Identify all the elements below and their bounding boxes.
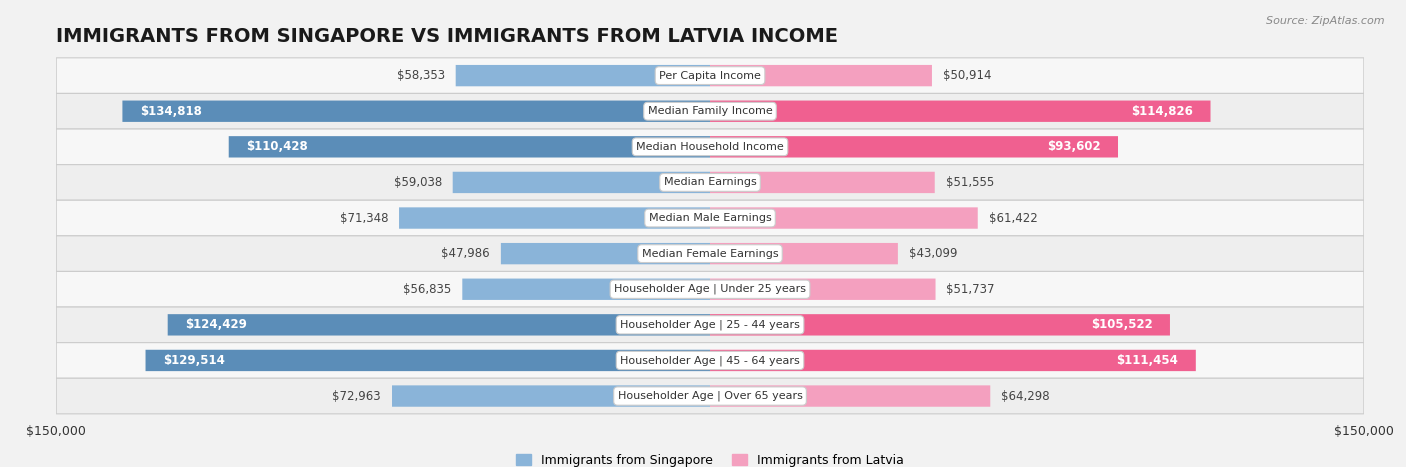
Legend: Immigrants from Singapore, Immigrants from Latvia: Immigrants from Singapore, Immigrants fr…: [516, 454, 904, 467]
FancyBboxPatch shape: [122, 100, 710, 122]
Text: $105,522: $105,522: [1091, 318, 1153, 332]
FancyBboxPatch shape: [710, 65, 932, 86]
FancyBboxPatch shape: [56, 165, 1364, 200]
Text: Median Household Income: Median Household Income: [636, 142, 785, 152]
FancyBboxPatch shape: [463, 278, 710, 300]
Text: Householder Age | Over 65 years: Householder Age | Over 65 years: [617, 391, 803, 401]
FancyBboxPatch shape: [710, 385, 990, 407]
FancyBboxPatch shape: [56, 307, 1364, 343]
Text: IMMIGRANTS FROM SINGAPORE VS IMMIGRANTS FROM LATVIA INCOME: IMMIGRANTS FROM SINGAPORE VS IMMIGRANTS …: [56, 27, 838, 46]
FancyBboxPatch shape: [710, 207, 977, 229]
Text: $50,914: $50,914: [943, 69, 991, 82]
FancyBboxPatch shape: [167, 314, 710, 335]
Text: $61,422: $61,422: [988, 212, 1038, 225]
FancyBboxPatch shape: [146, 350, 710, 371]
FancyBboxPatch shape: [56, 271, 1364, 307]
Text: Householder Age | 25 - 44 years: Householder Age | 25 - 44 years: [620, 319, 800, 330]
FancyBboxPatch shape: [399, 207, 710, 229]
FancyBboxPatch shape: [710, 278, 935, 300]
Text: Per Capita Income: Per Capita Income: [659, 71, 761, 81]
Text: $58,353: $58,353: [396, 69, 444, 82]
Text: $51,737: $51,737: [946, 283, 995, 296]
FancyBboxPatch shape: [392, 385, 710, 407]
FancyBboxPatch shape: [453, 172, 710, 193]
Text: $114,826: $114,826: [1132, 105, 1194, 118]
FancyBboxPatch shape: [56, 200, 1364, 236]
Text: $129,514: $129,514: [163, 354, 225, 367]
Text: Householder Age | Under 25 years: Householder Age | Under 25 years: [614, 284, 806, 295]
FancyBboxPatch shape: [710, 136, 1118, 157]
Text: Median Male Earnings: Median Male Earnings: [648, 213, 772, 223]
Text: Median Female Earnings: Median Female Earnings: [641, 248, 779, 259]
FancyBboxPatch shape: [56, 343, 1364, 378]
Text: Householder Age | 45 - 64 years: Householder Age | 45 - 64 years: [620, 355, 800, 366]
FancyBboxPatch shape: [56, 93, 1364, 129]
FancyBboxPatch shape: [56, 378, 1364, 414]
Text: $47,986: $47,986: [441, 247, 489, 260]
FancyBboxPatch shape: [501, 243, 710, 264]
Text: $43,099: $43,099: [908, 247, 957, 260]
Text: $71,348: $71,348: [340, 212, 388, 225]
Text: $56,835: $56,835: [404, 283, 451, 296]
FancyBboxPatch shape: [56, 129, 1364, 165]
FancyBboxPatch shape: [710, 314, 1170, 335]
Text: $110,428: $110,428: [246, 140, 308, 153]
FancyBboxPatch shape: [456, 65, 710, 86]
Text: $59,038: $59,038: [394, 176, 441, 189]
Text: $72,963: $72,963: [332, 389, 381, 403]
FancyBboxPatch shape: [710, 243, 898, 264]
Text: Median Earnings: Median Earnings: [664, 177, 756, 187]
Text: Median Family Income: Median Family Income: [648, 106, 772, 116]
Text: $124,429: $124,429: [186, 318, 247, 332]
FancyBboxPatch shape: [56, 58, 1364, 93]
FancyBboxPatch shape: [56, 236, 1364, 271]
Text: $93,602: $93,602: [1047, 140, 1101, 153]
Text: $134,818: $134,818: [139, 105, 201, 118]
Text: $64,298: $64,298: [1001, 389, 1050, 403]
Text: $111,454: $111,454: [1116, 354, 1178, 367]
Text: Source: ZipAtlas.com: Source: ZipAtlas.com: [1267, 16, 1385, 26]
FancyBboxPatch shape: [710, 350, 1197, 371]
FancyBboxPatch shape: [710, 100, 1211, 122]
FancyBboxPatch shape: [710, 172, 935, 193]
FancyBboxPatch shape: [229, 136, 710, 157]
Text: $51,555: $51,555: [946, 176, 994, 189]
